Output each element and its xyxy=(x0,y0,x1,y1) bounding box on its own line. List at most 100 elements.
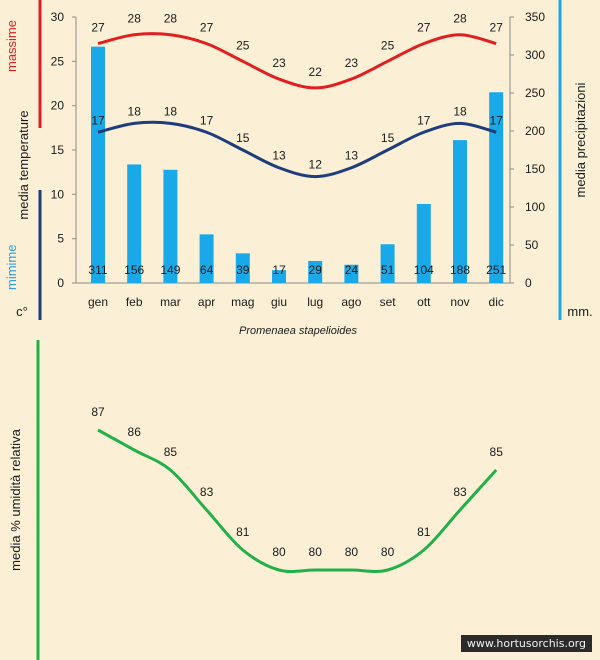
left-tick-label: 0 xyxy=(57,276,64,290)
temp-min-value-label: 17 xyxy=(490,113,504,127)
precip-bar-feb xyxy=(127,164,142,283)
precip-value-label: 64 xyxy=(200,263,214,277)
temp-max-value-label: 27 xyxy=(200,21,214,35)
temp-max-value-label: 28 xyxy=(128,12,142,26)
precip-value-label: 24 xyxy=(345,263,359,277)
x-tick-label-lug: lug xyxy=(307,295,323,309)
humidity-axis-label: media % umidità relativa xyxy=(8,428,23,570)
x-tick-label-gen: gen xyxy=(88,295,108,309)
temp-max-value-label: 28 xyxy=(164,12,178,26)
left-tick-label: 15 xyxy=(51,143,65,157)
massime-axis-label: massime xyxy=(4,20,19,72)
precip-bar-ott xyxy=(416,203,431,283)
temp-min-value-label: 17 xyxy=(200,113,214,127)
humidity-value-label: 83 xyxy=(200,485,214,499)
humidity-value-label: 80 xyxy=(345,545,359,559)
mimime-axis-label: mimime xyxy=(4,245,19,291)
precip-value-label: 251 xyxy=(486,263,506,277)
temp-min-value-label: 15 xyxy=(236,131,250,145)
celsius-unit-label: c° xyxy=(16,304,28,319)
right-tick-label: 0 xyxy=(525,276,532,290)
precip-value-label: 188 xyxy=(450,263,470,277)
temp-max-value-label: 22 xyxy=(309,65,323,79)
x-tick-label-set: set xyxy=(380,295,397,309)
right-tick-label: 100 xyxy=(525,200,545,214)
temperature-axis-label: media temperature xyxy=(16,110,31,219)
left-tick-label: 10 xyxy=(51,187,65,201)
precip-bar-dic xyxy=(489,92,504,284)
right-tick-label: 300 xyxy=(525,48,545,62)
temp-min-value-label: 18 xyxy=(128,104,142,118)
precip-bar-ago xyxy=(344,264,359,283)
humidity-value-label: 80 xyxy=(309,545,323,559)
species-title: Promenaea stapelioides xyxy=(239,325,358,337)
humidity-value-label: 80 xyxy=(381,545,395,559)
precipitation-axis-label: media precipitazioni xyxy=(573,82,588,197)
precip-value-label: 39 xyxy=(236,263,250,277)
temp-min-value-label: 18 xyxy=(453,104,467,118)
temp-max-value-label: 27 xyxy=(417,21,431,35)
precip-bar-mar xyxy=(163,169,178,283)
x-tick-label-feb: feb xyxy=(126,295,143,309)
precip-value-label: 104 xyxy=(414,263,434,277)
temp-min-line xyxy=(97,120,497,179)
right-tick-label: 350 xyxy=(525,10,545,24)
precip-value-label: 17 xyxy=(272,263,286,277)
mm-unit-label: mm. xyxy=(567,304,592,319)
x-tick-label-mag: mag xyxy=(231,295,254,309)
precip-bar-apr xyxy=(199,234,214,283)
x-tick-label-nov: nov xyxy=(450,295,469,309)
x-tick-label-ott: ott xyxy=(417,295,431,309)
temp-max-value-label: 25 xyxy=(381,38,395,52)
humidity-value-label: 81 xyxy=(236,525,250,539)
temp-min-value-label: 18 xyxy=(164,104,178,118)
temp-min-value-label: 17 xyxy=(91,113,105,127)
temp-max-value-label: 25 xyxy=(236,38,250,52)
precip-value-label: 149 xyxy=(160,263,180,277)
precip-bar-set xyxy=(380,244,395,283)
precip-bar-gen xyxy=(91,46,105,283)
temp-max-value-label: 27 xyxy=(490,21,504,35)
precip-bar-lug xyxy=(308,260,323,283)
precip-value-label: 51 xyxy=(381,263,395,277)
humidity-value-label: 86 xyxy=(128,425,142,439)
temp-min-value-label: 12 xyxy=(309,158,323,172)
precip-bar-nov xyxy=(453,140,467,283)
temp-max-line xyxy=(97,32,497,90)
temp-min-value-label: 15 xyxy=(381,131,395,145)
temp-max-value-label: 28 xyxy=(453,12,467,26)
precip-value-label: 311 xyxy=(88,263,107,277)
x-tick-label-dic: dic xyxy=(489,295,504,309)
humidity-value-label: 85 xyxy=(490,445,504,459)
humidity-value-label: 80 xyxy=(272,545,286,559)
temp-max-value-label: 27 xyxy=(91,21,105,35)
temp-max-value-label: 23 xyxy=(345,56,359,70)
humidity-value-label: 81 xyxy=(417,525,431,539)
humidity-value-label: 85 xyxy=(164,445,178,459)
precip-value-label: 29 xyxy=(309,263,323,277)
x-tick-label-ago: ago xyxy=(341,295,361,309)
watermark: www.hortusorchis.org xyxy=(460,635,592,652)
right-tick-label: 150 xyxy=(525,162,545,176)
left-tick-label: 25 xyxy=(51,54,65,68)
x-tick-label-apr: apr xyxy=(198,295,215,309)
right-tick-label: 200 xyxy=(525,124,545,138)
temp-min-value-label: 13 xyxy=(345,149,359,163)
humidity-line xyxy=(97,428,498,573)
precip-bar-giu xyxy=(272,270,286,283)
humidity-value-label: 87 xyxy=(91,405,105,419)
left-tick-label: 5 xyxy=(57,232,64,246)
precip-value-label: 156 xyxy=(124,263,144,277)
temp-min-value-label: 17 xyxy=(417,113,431,127)
right-tick-label: 50 xyxy=(525,238,539,252)
temp-max-value-label: 23 xyxy=(272,56,286,70)
humidity-value-label: 83 xyxy=(453,485,467,499)
x-tick-label-giu: giu xyxy=(271,295,287,309)
precip-bar-mag xyxy=(235,253,250,283)
left-tick-label: 30 xyxy=(51,10,65,24)
right-tick-label: 250 xyxy=(525,86,545,100)
x-tick-label-mar: mar xyxy=(160,295,181,309)
temp-min-value-label: 13 xyxy=(272,149,286,163)
left-tick-label: 20 xyxy=(51,99,65,113)
